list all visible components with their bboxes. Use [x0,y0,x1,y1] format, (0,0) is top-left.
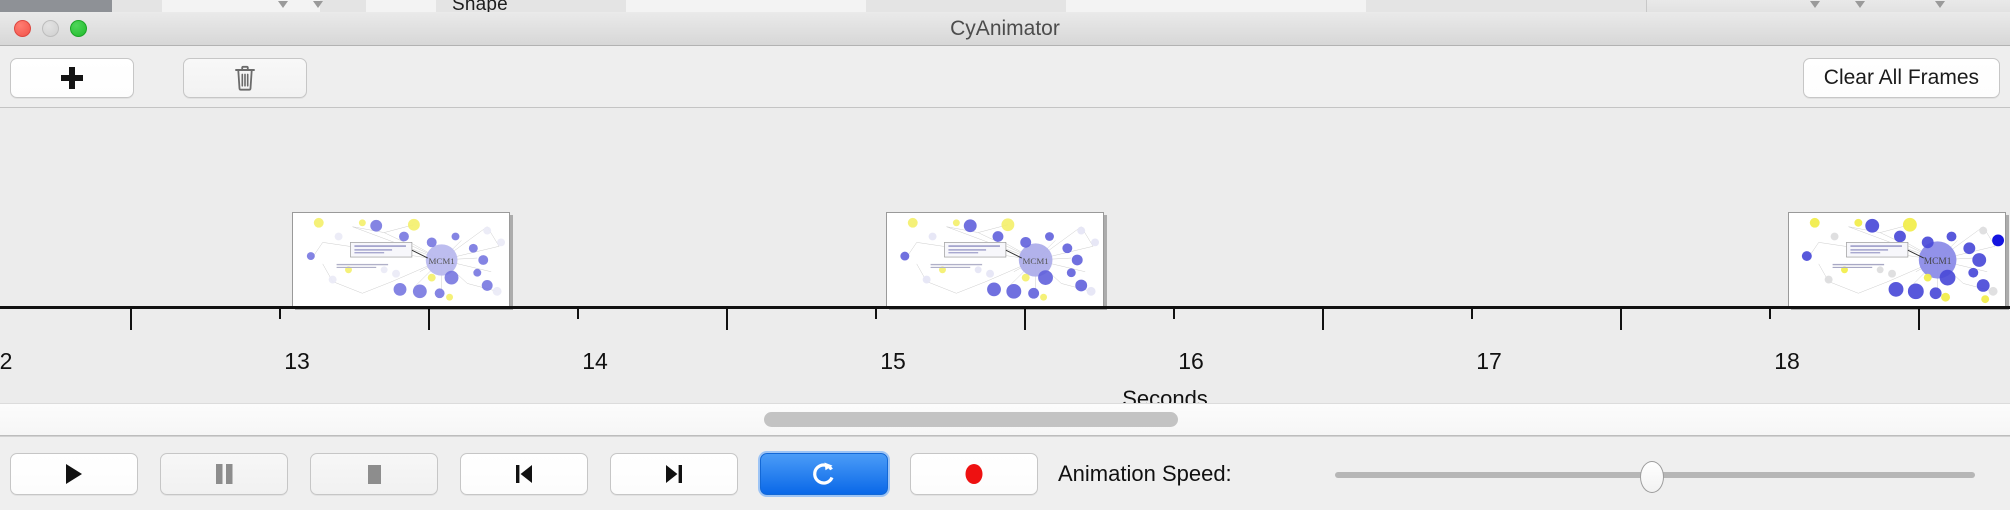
ruler-tick-major [130,306,132,330]
background-cell [1366,0,1647,12]
skip-to-start-button[interactable] [460,453,588,495]
traffic-light-group [14,20,87,37]
window-title: CyAnimator [950,17,1060,40]
ruler-tick-minor [1173,306,1175,319]
chevron-down-icon [1935,1,1945,8]
timeline-frame-thumbnail[interactable]: MCM1 [292,212,510,307]
ruler-label: 2 [0,348,13,374]
scrollbar-thumb[interactable] [764,412,1178,427]
record-icon [965,464,983,484]
network-graph-thumbnail: MCM1 [1801,217,2005,304]
ruler-tick-minor [279,306,281,319]
ruler-tick-minor [577,306,579,319]
minimize-button[interactable] [42,20,59,37]
toolbar: Clear All Frames [0,46,2010,108]
ruler-label: 18 [1774,348,1800,374]
background-cell [320,0,367,12]
skip-forward-icon [666,465,682,483]
svg-text:MCM1: MCM1 [1924,257,1952,267]
close-button[interactable] [14,20,31,37]
stop-icon [368,465,381,484]
pause-icon [216,464,233,484]
ruler-label: 14 [582,348,608,374]
animation-speed-slider-thumb[interactable] [1640,461,1664,493]
ruler-label: 17 [1476,348,1502,374]
skip-to-end-button[interactable] [610,453,738,495]
axis-title-seconds: Seconds [1122,386,1208,403]
ruler-tick-minor [1769,306,1771,319]
ruler-tick-major [1918,306,1920,330]
background-cell [162,0,211,12]
background-cell [866,0,1067,12]
background-cell [210,0,321,12]
play-button[interactable] [10,453,138,495]
timeline-frame-thumbnail[interactable]: MCM1 [1788,212,2006,307]
ruler-tick-minor [1471,306,1473,319]
chevron-down-icon [1810,1,1820,8]
delete-frame-button[interactable] [183,58,307,98]
ruler-tick-minor [875,306,877,319]
svg-text:MCM1: MCM1 [428,256,454,266]
stop-button[interactable] [310,453,438,495]
loop-icon [813,462,834,485]
background-cell [1066,0,1367,12]
network-graph-thumbnail: MCM1 [306,217,506,301]
ruler-label: 16 [1178,348,1204,374]
ruler-tick-major [428,306,430,330]
animation-speed-label: Animation Speed: [1058,461,1232,486]
ruler-label: 15 [880,348,906,374]
zoom-button[interactable] [70,20,87,37]
ruler-tick-major [1024,306,1026,330]
skip-back-icon [516,465,532,483]
add-frame-button[interactable] [10,58,134,98]
background-column-header-shape: Shape [452,0,508,13]
record-button[interactable] [910,453,1038,495]
chevron-down-icon [313,1,323,8]
background-cell [112,0,163,12]
ruler-tick-major [726,306,728,330]
title-bar[interactable]: CyAnimator [0,12,2010,46]
ruler-tick-major [1620,306,1622,330]
background-window-strip: Shape [0,0,2010,13]
ruler-tick-major [1322,306,1324,330]
pause-button[interactable] [160,453,288,495]
timeline-horizontal-scrollbar[interactable] [0,403,2010,436]
play-icon [66,464,82,484]
plus-icon [61,67,83,89]
timeline-panel[interactable]: MCM1 [0,108,2010,403]
chevron-down-icon [1855,1,1865,8]
loop-button[interactable] [760,453,888,495]
svg-text:MCM1: MCM1 [1022,256,1048,266]
timeline-frame-thumbnail[interactable]: MCM1 [886,212,1104,307]
clear-all-frames-button[interactable]: Clear All Frames [1802,58,2000,98]
chevron-down-icon [278,1,288,8]
background-selected-row [0,0,112,12]
playback-control-bar: Animation Speed: [0,436,2010,510]
ruler-label: 13 [284,348,310,374]
background-cell [366,0,437,12]
network-graph-thumbnail: MCM1 [900,217,1100,301]
background-cell [626,0,867,12]
trash-icon [235,65,255,91]
